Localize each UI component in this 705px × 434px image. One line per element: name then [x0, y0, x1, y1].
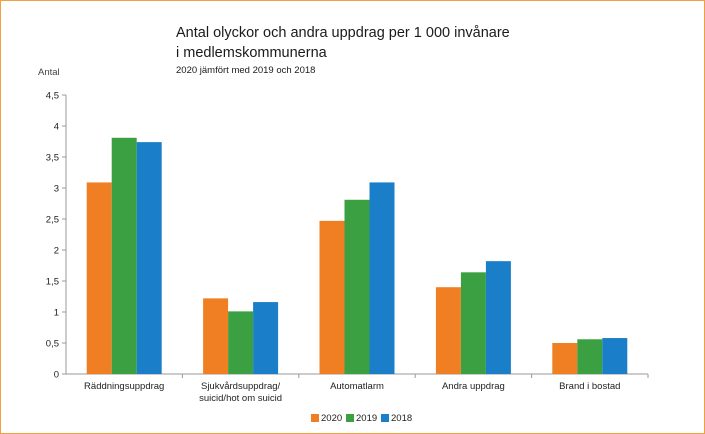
- bar-2019-0: [111, 137, 137, 374]
- bar-2020-1: [203, 298, 229, 374]
- bars: [86, 137, 628, 374]
- bar-2018-2: [369, 182, 395, 374]
- bar-2019-1: [228, 311, 254, 374]
- legend-label-2018: 2018: [391, 413, 412, 424]
- y-tick-label: 1: [54, 308, 59, 319]
- x-category-label: Brand i bostad: [559, 381, 620, 392]
- bar-2019-2: [344, 199, 370, 374]
- chart-subtitle: 2020 jämfört med 2019 och 2018: [176, 65, 316, 76]
- y-tick-label: 0: [54, 370, 59, 381]
- y-tick-label: 2: [54, 246, 59, 257]
- x-category-label: Automatlarm: [330, 381, 384, 392]
- y-tick-label: 0,5: [46, 339, 59, 350]
- legend-swatch-2018: [381, 414, 389, 422]
- legend-swatch-2019: [346, 414, 354, 422]
- y-axis-label: Antal: [38, 67, 60, 78]
- legend-label-2020: 2020: [321, 413, 342, 424]
- x-category-label: suicid/hot om suicid: [199, 393, 282, 404]
- chart-title-line-2: i medlemskommunerna: [176, 45, 327, 61]
- bar-2019-3: [460, 272, 486, 374]
- chart-title: Antal olyckor och andra uppdrag per 1 00…: [176, 23, 596, 63]
- y-tick-label: 2,5: [46, 215, 59, 226]
- y-tick-label: 4: [54, 122, 59, 133]
- bar-2020-3: [435, 287, 461, 374]
- y-tick-label: 4,5: [46, 91, 59, 102]
- chart-title-line-1: Antal olyckor och andra uppdrag per 1 00…: [176, 25, 510, 41]
- bar-2018-0: [136, 142, 162, 374]
- bar-2020-2: [319, 220, 345, 374]
- y-tick-label: 3: [54, 184, 59, 195]
- bar-2020-4: [552, 343, 578, 374]
- y-tick-label: 3,5: [46, 153, 59, 164]
- bar-2018-1: [253, 302, 279, 374]
- y-tick-label: 1,5: [46, 277, 59, 288]
- legend-swatch-2020: [311, 414, 319, 422]
- bar-2020-0: [86, 182, 112, 374]
- bar-2019-4: [577, 339, 603, 374]
- legend: 2020 2019 2018: [311, 413, 412, 424]
- x-category-label: Räddningsuppdrag: [84, 381, 164, 392]
- bar-2018-4: [602, 338, 628, 374]
- x-category-label: Andra uppdrag: [442, 381, 505, 392]
- labels: Räddningsuppdrag Sjukvårdsuppdrag/suicid/…: [84, 381, 620, 404]
- legend-label-2019: 2019: [356, 413, 377, 424]
- x-category-label: Sjukvårdsuppdrag/: [201, 381, 281, 392]
- bar-2018-3: [485, 261, 511, 374]
- axes: 0 0,5 1 1,5 2 2,5 3 3,5 4 4,5: [46, 91, 649, 381]
